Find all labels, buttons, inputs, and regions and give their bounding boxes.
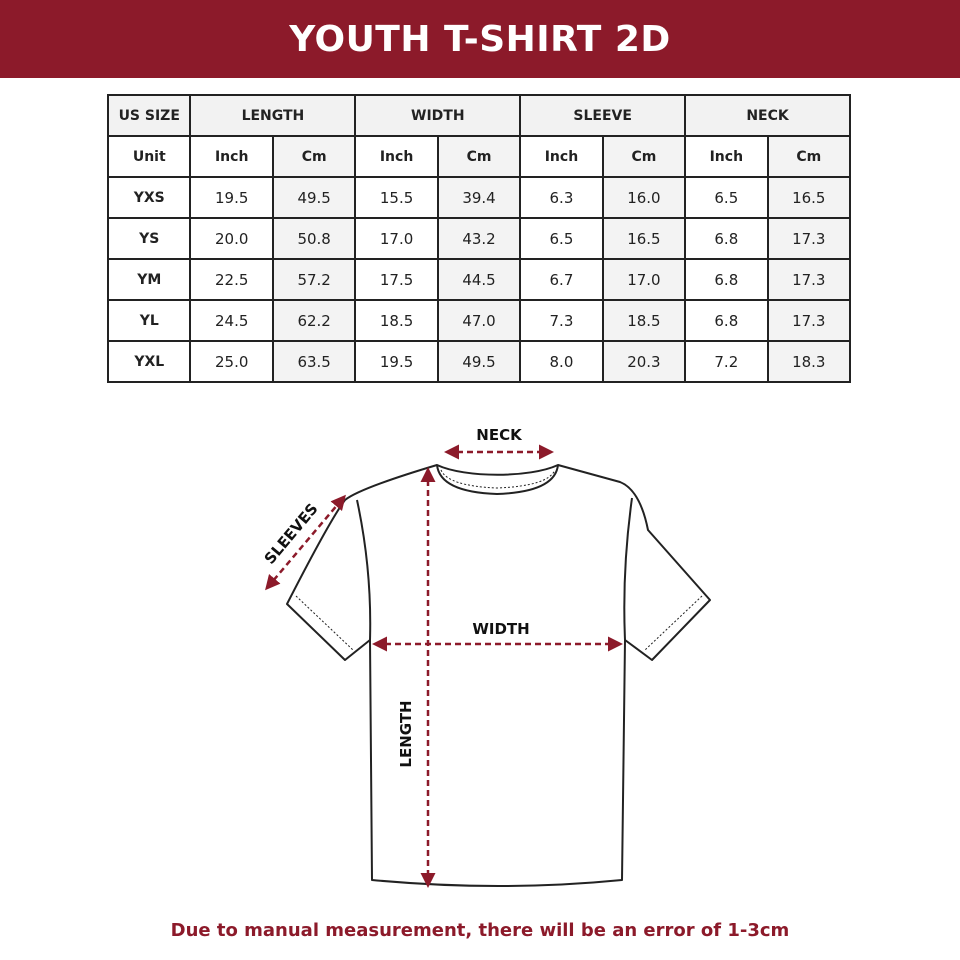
value-cell: 17.0 [601,258,687,301]
unit-cell: Inch [519,135,604,178]
value-cell: 17.3 [766,217,852,260]
value-cell: 8.0 [519,340,604,383]
size-chart-table: US SIZE LENGTH WIDTH SLEEVE NECK Unit Inch Cm In… [106,94,852,383]
size-cell: YM [106,258,192,301]
value-cell: 17.5 [354,258,439,301]
value-cell: 18.3 [766,340,852,383]
group-header-cell: WIDTH [354,94,522,137]
value-cell: 62.2 [271,299,357,342]
unit-cell: Cm [601,135,687,178]
tshirt-outline [286,464,711,887]
value-cell: 25.0 [189,340,274,383]
length-label: LENGTH [397,700,415,767]
value-cell: 6.3 [519,176,604,219]
value-cell: 17.0 [354,217,439,260]
value-cell: 17.3 [766,258,852,301]
size-cell: YS [106,217,192,260]
table-row: YXL 25.0 63.5 19.5 49.5 8.0 20.3 7.2 18.3 [106,340,852,383]
group-header-cell: SLEEVE [519,94,687,137]
group-header-cell: NECK [684,94,851,137]
table-row: YL 24.5 62.2 18.5 47.0 7.3 18.5 6.8 17.3 [106,299,852,342]
size-cell: YXS [106,176,192,219]
value-cell: 49.5 [436,340,522,383]
value-cell: 6.7 [519,258,604,301]
value-cell: 19.5 [189,176,274,219]
size-cell: YXL [106,340,192,383]
value-cell: 20.0 [189,217,274,260]
unit-cell: Cm [766,135,852,178]
value-cell: 44.5 [436,258,522,301]
value-cell: 7.2 [684,340,769,383]
unit-label-cell: Unit [106,135,192,178]
measurement-note: Due to manual measurement, there will be… [170,920,790,941]
value-cell: 63.5 [271,340,357,383]
value-cell: 6.5 [519,217,604,260]
value-cell: 57.2 [271,258,357,301]
value-cell: 15.5 [354,176,439,219]
page-title: YOUTH T-SHIRT 2D [0,0,960,78]
value-cell: 49.5 [271,176,357,219]
value-cell: 6.8 [684,217,769,260]
value-cell: 16.5 [766,176,852,219]
value-cell: 16.5 [601,217,687,260]
unit-cell: Cm [436,135,522,178]
value-cell: 47.0 [436,299,522,342]
value-cell: 50.8 [271,217,357,260]
unit-cell: Inch [354,135,439,178]
value-cell: 20.3 [601,340,687,383]
value-cell: 19.5 [354,340,439,383]
value-cell: 43.2 [436,217,522,260]
value-cell: 6.8 [684,258,769,301]
value-cell: 39.4 [436,176,522,219]
value-cell: 6.5 [684,176,769,219]
header-row: US SIZE LENGTH WIDTH SLEEVE NECK [106,94,851,137]
value-cell: 22.5 [189,258,274,301]
value-cell: 7.3 [519,299,604,342]
table-row: YS 20.0 50.8 17.0 43.2 6.5 16.5 6.8 17.3 [106,217,852,260]
table-row: YM 22.5 57.2 17.5 44.5 6.7 17.0 6.8 17.3 [106,258,852,301]
value-cell: 24.5 [189,299,274,342]
group-header-cell: LENGTH [189,94,357,137]
width-label: WIDTH [472,620,529,638]
value-cell: 16.0 [601,176,687,219]
unit-cell: Inch [189,135,274,178]
unit-cell: Inch [684,135,769,178]
table-row: YXS 19.5 49.5 15.5 39.4 6.3 16.0 6.5 16.5 [106,176,852,219]
size-cell: YL [106,299,192,342]
value-cell: 6.8 [684,299,769,342]
unit-row: Unit Inch Cm Inch Cm Inch Cm Inch Cm [106,135,852,178]
value-cell: 18.5 [601,299,687,342]
tshirt-diagram: NECK SLEEVES WIDTH LENGTH [261,426,711,888]
neck-label: NECK [476,426,523,444]
unit-cell: Cm [271,135,357,178]
size-header-cell: US SIZE [106,94,192,137]
value-cell: 18.5 [354,299,439,342]
value-cell: 17.3 [766,299,852,342]
